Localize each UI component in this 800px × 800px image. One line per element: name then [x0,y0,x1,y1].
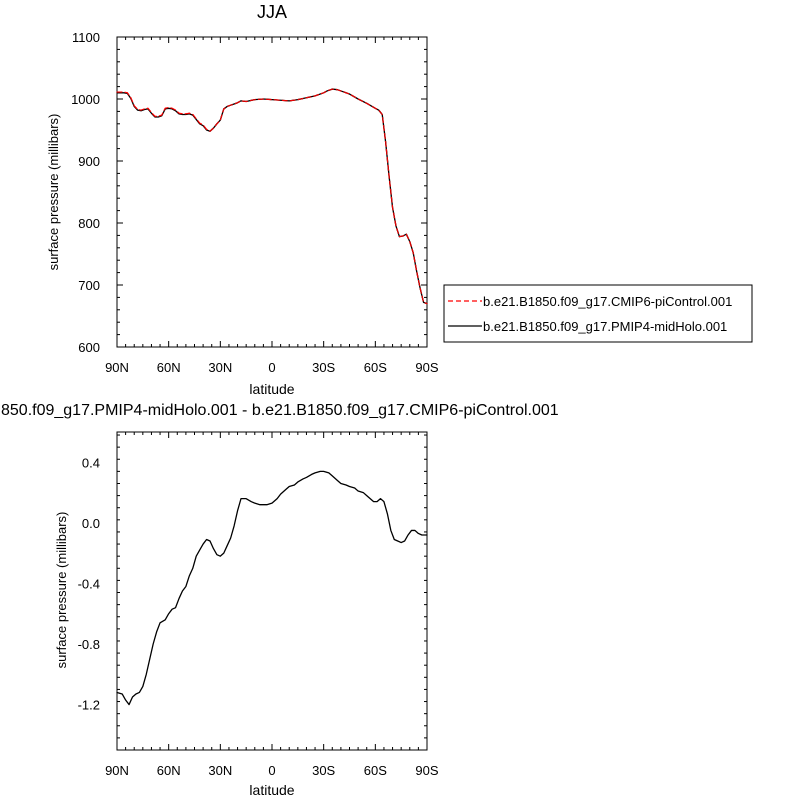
top-title: JJA [257,2,287,22]
top-x-tick-label: 90S [415,360,438,375]
bottom-title: 850.f09_g17.PMIP4-midHolo.001 - b.e21.B1… [1,402,559,419]
bottom-panel: 850.f09_g17.PMIP4-midHolo.001 - b.e21.B1… [1,402,559,798]
bottom-y-axis-label: surface pressure (millibars) [54,512,69,669]
bottom-y-tick-label: 0.4 [82,455,100,470]
top-series-line-1 [116,88,428,305]
top-x-tick-label: 60S [364,360,387,375]
top-x-tick-label: 30N [208,360,232,375]
top-x-axis-label: latitude [249,381,294,397]
bottom-y-tick-label: -0.4 [78,576,100,591]
top-x-ticks: 90N 60N 30N 0 30S 60S 90S [105,37,439,375]
top-y-tick-label: 800 [78,216,100,231]
bottom-plot-frame [116,431,428,751]
top-series-layer [116,88,428,305]
top-series-line-0 [116,88,428,305]
legend-label-midholo: b.e21.B1850.f09_g17.PMIP4-midHolo.001 [483,319,727,334]
bottom-y-tick-label: 0.0 [82,516,100,531]
top-y-ticks: 600 700 800 900 1000 1100 [71,30,427,355]
legend-box [443,284,753,343]
top-panel: JJA 90N 60N 30N 0 30S 60S 90S 600 700 800 900 1000… [46,2,439,397]
bottom-series-layer [116,470,428,706]
top-y-tick-label: 900 [78,154,100,169]
top-x-tick-label: 0 [268,360,275,375]
bottom-x-ticks: 90N 60N 30N 0 30S 60S 90S [105,432,439,778]
bottom-x-tick-label: 0 [268,763,275,778]
top-x-tick-label: 60N [157,360,181,375]
top-y-tick-label: 600 [78,340,100,355]
bottom-y-tick-label: -0.8 [78,637,100,652]
bottom-x-tick-label: 30N [208,763,232,778]
bottom-x-tick-label: 60N [157,763,181,778]
top-x-tick-label: 90N [105,360,129,375]
top-plot-frame [116,36,428,348]
bottom-x-tick-label: 90N [105,763,129,778]
bottom-x-tick-label: 30S [312,763,335,778]
top-y-tick-label: 1100 [72,30,100,45]
bottom-x-tick-label: 90S [415,763,438,778]
bottom-y-ticks: -1.2 -0.8 -0.4 0.0 0.4 [78,434,427,751]
bottom-y-tick-label: -1.2 [78,698,100,713]
legend: b.e21.B1850.f09_g17.CMIP6-piControl.001 … [443,284,753,343]
top-x-tick-label: 30S [312,360,335,375]
top-y-tick-label: 700 [78,278,100,293]
legend-label-picontrol: b.e21.B1850.f09_g17.CMIP6-piControl.001 [483,294,732,309]
bottom-x-tick-label: 60S [364,763,387,778]
top-y-tick-label: 1000 [71,92,100,107]
bottom-x-axis-label: latitude [249,782,294,798]
top-y-axis-label: surface pressure (millibars) [46,114,61,271]
top-series-line-0-overlay [116,88,428,305]
bottom-series-line-0 [116,470,428,706]
